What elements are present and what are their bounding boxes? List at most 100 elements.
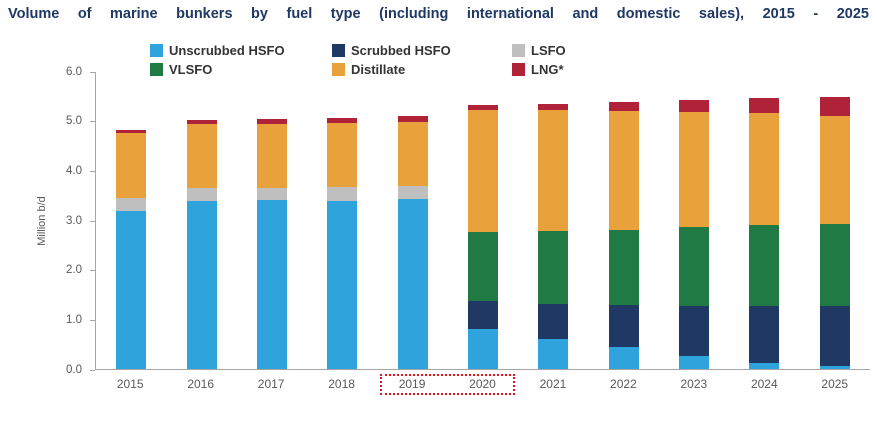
bar-segment: [679, 306, 710, 357]
bar-segment: [116, 197, 147, 211]
bar-group: [397, 72, 428, 369]
bar-slot: [659, 72, 729, 369]
bar-segment: [256, 124, 287, 188]
bar-segment: [679, 99, 710, 113]
bar-segment: [608, 101, 639, 112]
legend-item: LSFO: [512, 43, 672, 58]
legend-label: LSFO: [531, 43, 566, 58]
legend-item: LNG*: [512, 62, 672, 77]
y-tick-mark: [90, 369, 95, 371]
bar-segment: [608, 230, 639, 306]
legend-swatch: [332, 63, 345, 76]
bar-segment: [186, 200, 217, 369]
bar-segment: [538, 339, 569, 369]
y-tick-mark: [90, 121, 95, 123]
bar-segment: [467, 301, 498, 330]
bar-slot: [237, 72, 307, 369]
legend-item: Scrubbed HSFO: [332, 43, 512, 58]
chart-title: Volume of marine bunkers by fuel type (i…: [8, 6, 869, 22]
bar-group: [256, 72, 287, 369]
bar-segment: [749, 97, 780, 114]
bar-segment: [819, 116, 850, 225]
y-tick-label: 5.0: [66, 115, 82, 128]
x-tick-label: 2017: [257, 377, 285, 391]
bar-group: [819, 72, 850, 369]
bar-segment: [679, 356, 710, 369]
bar-segment: [538, 304, 569, 340]
plot-area: [95, 72, 870, 370]
bar-slot: [589, 72, 659, 369]
x-tick-label: 2022: [610, 377, 637, 391]
bar-slot: [800, 72, 870, 369]
bar-group: [186, 72, 217, 369]
bar-segment: [608, 305, 639, 348]
bar-group: [608, 72, 639, 369]
bar-segment: [327, 200, 358, 369]
y-tick-label: 3.0: [66, 214, 82, 227]
y-tick-label: 1.0: [66, 313, 82, 326]
bar-segment: [538, 103, 569, 111]
bar-segment: [538, 110, 569, 232]
x-tick-label: 2019: [398, 377, 426, 391]
legend-swatch: [512, 63, 525, 76]
bar-segment: [467, 232, 498, 302]
bar-segment: [679, 112, 710, 228]
bar-segment: [116, 210, 147, 369]
bar-segment: [116, 129, 147, 133]
legend-item: VLSFO: [150, 62, 332, 77]
bar-group: [538, 72, 569, 369]
bar-group: [327, 72, 358, 369]
y-tick-mark: [90, 220, 95, 222]
bar-group: [749, 72, 780, 369]
legend-swatch: [150, 63, 163, 76]
legend-label: Unscrubbed HSFO: [169, 43, 285, 58]
bar-slot: [729, 72, 799, 369]
bar-slot: [96, 72, 166, 369]
legend-swatch: [150, 44, 163, 57]
bar-segment: [397, 198, 428, 369]
bar-segment: [116, 132, 147, 198]
x-tick-label: 2023: [680, 377, 708, 391]
bar-segment: [186, 187, 217, 201]
bar-slot: [166, 72, 236, 369]
bar-segment: [397, 122, 428, 186]
bar-segment: [749, 306, 780, 364]
bar-group: [679, 72, 710, 369]
bar-slot: [307, 72, 377, 369]
bar-segment: [749, 225, 780, 307]
x-tick-label: 2024: [750, 377, 778, 391]
legend-label: LNG*: [531, 62, 564, 77]
bar-segment: [467, 110, 498, 233]
x-tick-label: 2015: [116, 377, 144, 391]
bar-segment: [467, 329, 498, 369]
y-tick-label: 2.0: [66, 264, 82, 277]
bar-group: [116, 72, 147, 369]
bar-segment: [186, 124, 217, 188]
legend-item: Distillate: [332, 62, 512, 77]
bar-segment: [397, 116, 428, 123]
bar-segment: [749, 363, 780, 369]
legend-swatch: [332, 44, 345, 57]
x-tick-label: 2025: [821, 377, 849, 391]
bar-segment: [327, 186, 358, 201]
y-tick-label: 6.0: [66, 65, 82, 78]
y-tick-label: 4.0: [66, 164, 82, 177]
legend: Unscrubbed HSFO Scrubbed HSFO LSFO VLSFO Dis…: [150, 41, 672, 79]
bar-segment: [819, 366, 850, 369]
legend-label: Distillate: [351, 62, 406, 77]
bar-segment: [256, 187, 287, 200]
bar-group: [467, 72, 498, 369]
y-tick-label: 0.0: [66, 363, 82, 376]
bar-slot: [448, 72, 518, 369]
x-tick-label: 2020: [469, 377, 496, 391]
x-tick-label: 2016: [187, 377, 215, 391]
y-tick-mark: [90, 71, 95, 73]
bar-segment: [608, 347, 639, 369]
bar-segment: [819, 224, 850, 307]
bar-segment: [327, 123, 358, 187]
bar-segment: [538, 231, 569, 305]
bar-segment: [256, 199, 287, 369]
bar-slot: [377, 72, 447, 369]
x-tick-label: 2018: [328, 377, 355, 391]
